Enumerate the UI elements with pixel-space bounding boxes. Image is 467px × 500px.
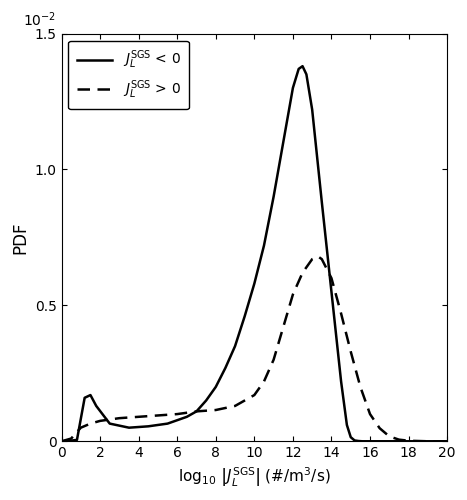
$J_L^{\mathrm{SGS}}$ < 0 <box>59 438 64 444</box>
X-axis label: $\log_{10}\,\left|J_L^{\mathrm{SGS}}\right|\;(\#/\mathrm{m}^3/\mathrm{s})$: $\log_{10}\,\left|J_L^{\mathrm{SGS}}\rig… <box>178 466 331 489</box>
$J_L^{\mathrm{SGS}}$ < 0 <box>352 438 357 444</box>
$J_L^{\mathrm{SGS}}$ > 0 <box>348 348 354 354</box>
$J_L^{\mathrm{SGS}}$ > 0 <box>97 418 103 424</box>
$J_L^{\mathrm{SGS}}$ < 0 <box>242 313 248 319</box>
$J_L^{\mathrm{SGS}}$ < 0 <box>309 106 315 112</box>
$J_L^{\mathrm{SGS}}$ < 0 <box>107 420 113 426</box>
$J_L^{\mathrm{SGS}}$ > 0 <box>117 415 122 421</box>
$J_L^{\mathrm{SGS}}$ < 0 <box>146 424 151 430</box>
$J_L^{\mathrm{SGS}}$ > 0 <box>59 438 64 444</box>
$J_L^{\mathrm{SGS}}$ < 0 <box>304 72 309 78</box>
$J_L^{\mathrm{SGS}}$ > 0 <box>290 292 296 298</box>
$J_L^{\mathrm{SGS}}$ > 0 <box>396 436 402 442</box>
$J_L^{\mathrm{SGS}}$ < 0 <box>329 289 334 295</box>
$J_L^{\mathrm{SGS}}$ < 0 <box>281 140 286 145</box>
$J_L^{\mathrm{SGS}}$ > 0 <box>309 256 315 262</box>
$J_L^{\mathrm{SGS}}$ < 0 <box>356 438 361 444</box>
$J_L^{\mathrm{SGS}}$ > 0 <box>213 407 219 413</box>
Line: $J_L^{\mathrm{SGS}}$ > 0: $J_L^{\mathrm{SGS}}$ > 0 <box>62 256 447 442</box>
$J_L^{\mathrm{SGS}}$ < 0 <box>223 365 228 371</box>
$J_L^{\mathrm{SGS}}$ < 0 <box>184 414 190 420</box>
$J_L^{\mathrm{SGS}}$ > 0 <box>406 438 411 444</box>
$J_L^{\mathrm{SGS}}$ < 0 <box>290 85 296 91</box>
$J_L^{\mathrm{SGS}}$ > 0 <box>68 436 74 442</box>
$J_L^{\mathrm{SGS}}$ > 0 <box>261 378 267 384</box>
$J_L^{\mathrm{SGS}}$ < 0 <box>367 438 373 444</box>
$J_L^{\mathrm{SGS}}$ < 0 <box>74 437 80 443</box>
$J_L^{\mathrm{SGS}}$ < 0 <box>194 408 199 414</box>
$J_L^{\mathrm{SGS}}$ < 0 <box>64 438 70 444</box>
$J_L^{\mathrm{SGS}}$ > 0 <box>425 438 431 444</box>
$J_L^{\mathrm{SGS}}$ > 0 <box>338 310 344 316</box>
$J_L^{\mathrm{SGS}}$ < 0 <box>444 438 450 444</box>
$J_L^{\mathrm{SGS}}$ < 0 <box>88 392 93 398</box>
$J_L^{\mathrm{SGS}}$ > 0 <box>281 324 286 330</box>
$J_L^{\mathrm{SGS}}$ > 0 <box>300 270 305 276</box>
$J_L^{\mathrm{SGS}}$ < 0 <box>319 199 325 205</box>
$J_L^{\mathrm{SGS}}$ > 0 <box>252 392 257 398</box>
$J_L^{\mathrm{SGS}}$ > 0 <box>232 403 238 409</box>
$J_L^{\mathrm{SGS}}$ < 0 <box>82 395 87 401</box>
Text: $10^{-2}$: $10^{-2}$ <box>23 11 56 30</box>
$J_L^{\mathrm{SGS}}$ > 0 <box>329 275 334 281</box>
$J_L^{\mathrm{SGS}}$ > 0 <box>271 356 276 362</box>
$J_L^{\mathrm{SGS}}$ < 0 <box>300 63 305 69</box>
$J_L^{\mathrm{SGS}}$ < 0 <box>126 424 132 430</box>
$J_L^{\mathrm{SGS}}$ < 0 <box>271 194 276 200</box>
$J_L^{\mathrm{SGS}}$ > 0 <box>377 425 382 431</box>
$J_L^{\mathrm{SGS}}$ > 0 <box>358 384 363 390</box>
$J_L^{\mathrm{SGS}}$ < 0 <box>360 438 365 444</box>
$J_L^{\mathrm{SGS}}$ < 0 <box>344 422 350 428</box>
$J_L^{\mathrm{SGS}}$ > 0 <box>88 420 93 426</box>
$J_L^{\mathrm{SGS}}$ > 0 <box>78 424 84 430</box>
Y-axis label: PDF: PDF <box>11 221 29 254</box>
$J_L^{\mathrm{SGS}}$ < 0 <box>213 384 219 390</box>
$J_L^{\mathrm{SGS}}$ < 0 <box>406 438 411 444</box>
$J_L^{\mathrm{SGS}}$ < 0 <box>338 378 344 384</box>
$J_L^{\mathrm{SGS}}$ > 0 <box>367 411 373 417</box>
Legend: $J_L^{\mathrm{SGS}}$ < 0, $J_L^{\mathrm{SGS}}$ > 0: $J_L^{\mathrm{SGS}}$ < 0, $J_L^{\mathrm{… <box>69 40 189 110</box>
$J_L^{\mathrm{SGS}}$ < 0 <box>348 434 354 440</box>
$J_L^{\mathrm{SGS}}$ < 0 <box>252 280 257 286</box>
$J_L^{\mathrm{SGS}}$ < 0 <box>203 398 209 404</box>
$J_L^{\mathrm{SGS}}$ > 0 <box>136 414 142 420</box>
$J_L^{\mathrm{SGS}}$ > 0 <box>155 412 161 418</box>
$J_L^{\mathrm{SGS}}$ < 0 <box>261 242 267 248</box>
$J_L^{\mathrm{SGS}}$ < 0 <box>232 343 238 349</box>
$J_L^{\mathrm{SGS}}$ > 0 <box>319 256 325 262</box>
$J_L^{\mathrm{SGS}}$ < 0 <box>93 403 99 409</box>
$J_L^{\mathrm{SGS}}$ > 0 <box>315 254 321 260</box>
$J_L^{\mathrm{SGS}}$ < 0 <box>165 420 170 426</box>
$J_L^{\mathrm{SGS}}$ > 0 <box>174 411 180 417</box>
$J_L^{\mathrm{SGS}}$ > 0 <box>444 438 450 444</box>
Line: $J_L^{\mathrm{SGS}}$ < 0: $J_L^{\mathrm{SGS}}$ < 0 <box>62 66 447 442</box>
$J_L^{\mathrm{SGS}}$ > 0 <box>194 408 199 414</box>
$J_L^{\mathrm{SGS}}$ > 0 <box>387 434 392 440</box>
$J_L^{\mathrm{SGS}}$ < 0 <box>387 438 392 444</box>
$J_L^{\mathrm{SGS}}$ < 0 <box>296 66 302 72</box>
